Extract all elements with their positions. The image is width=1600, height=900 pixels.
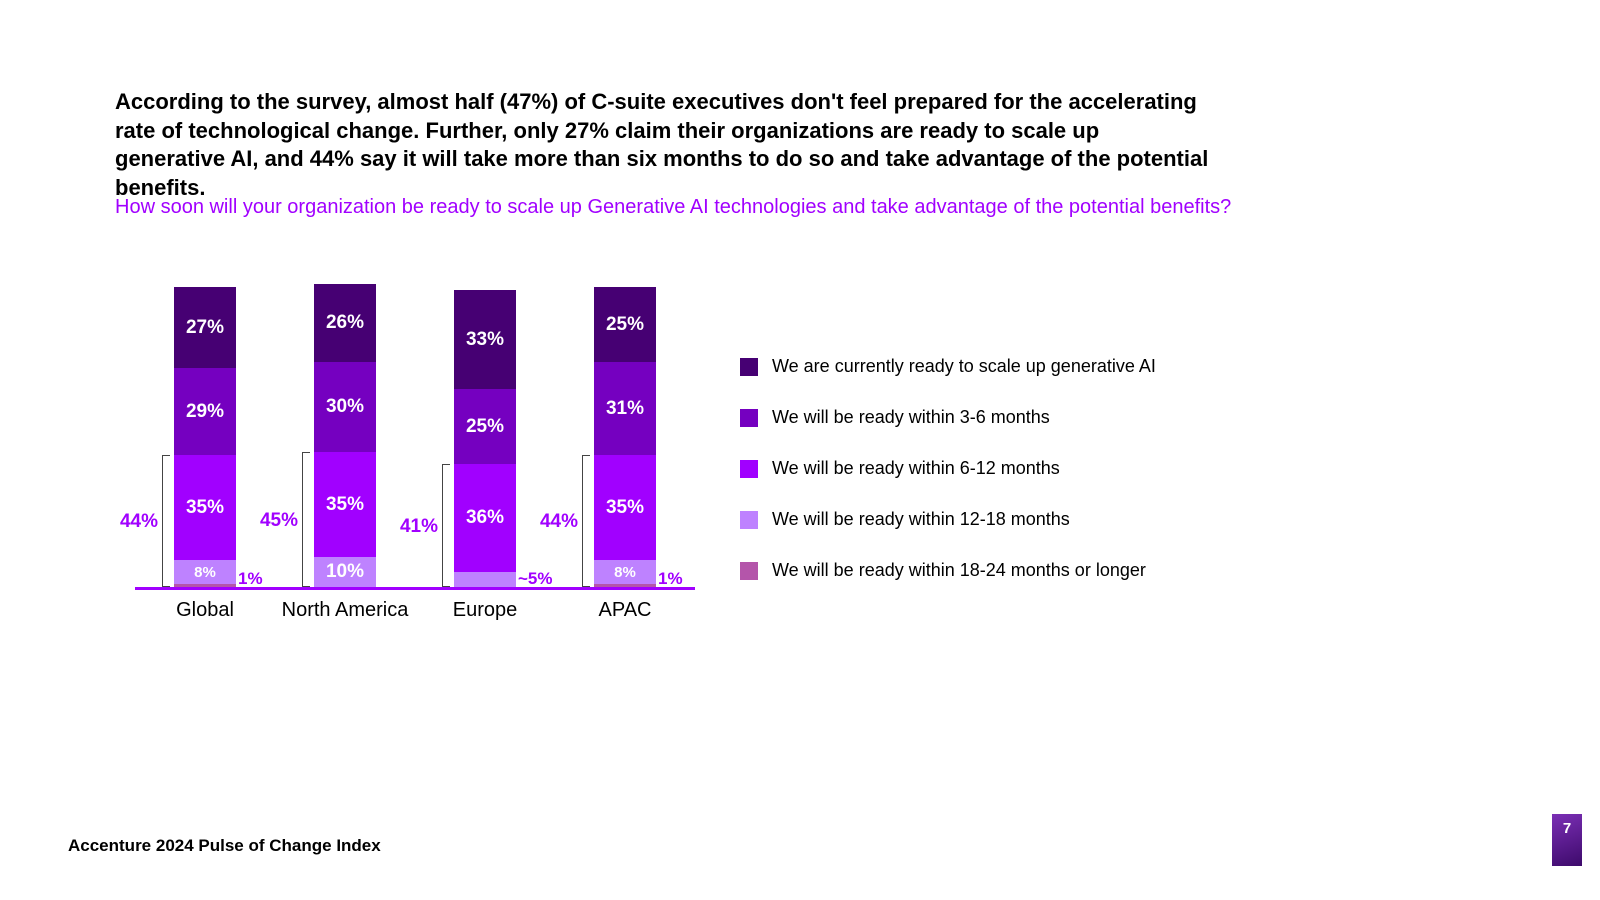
segment-side-label: 1% [658, 569, 683, 589]
segment-value: 29% [186, 401, 224, 423]
bar-segment: 35% [314, 452, 376, 557]
segment-value: 36% [466, 507, 504, 529]
segment-value: 35% [606, 497, 644, 519]
legend-item: We will be ready within 3-6 months [740, 407, 1260, 428]
category-label: North America [265, 599, 425, 622]
bracket-icon [582, 455, 590, 587]
category-label: Global [125, 599, 285, 622]
bar-segment: 35% [594, 455, 656, 560]
stacked-bar-chart: 8% 35% 29% 27% 1% 44% Global 10% 35% 30% 26% 45% Nor… [115, 270, 715, 630]
category-label: Europe [405, 599, 565, 622]
bar-segment: 8% [174, 560, 236, 584]
segment-side-label: ~5% [518, 569, 553, 589]
legend-label: We will be ready within 18-24 months or … [772, 560, 1146, 581]
legend-swatch [740, 358, 758, 376]
segment-side-label: 1% [238, 569, 263, 589]
stacked-bar: 10%35%30%26%45% [314, 284, 376, 587]
chart-legend: We are currently ready to scale up gener… [740, 356, 1260, 581]
footer-source: Accenture 2024 Pulse of Change Index [68, 836, 381, 856]
stacked-bar: 8%35%29%27%1%44% [174, 287, 236, 587]
slide: According to the survey, almost half (47… [0, 0, 1600, 900]
legend-item: We will be ready within 6-12 months [740, 458, 1260, 479]
legend-item: We will be ready within 12-18 months [740, 509, 1260, 530]
legend-label: We will be ready within 12-18 months [772, 509, 1070, 530]
segment-value: 35% [326, 494, 364, 516]
bar-segment: 25% [454, 389, 516, 464]
segment-value: 26% [326, 312, 364, 334]
segment-value: 27% [186, 317, 224, 339]
bracket-sum-label: 45% [252, 510, 298, 532]
bracket-icon [162, 455, 170, 587]
chart-x-axis [135, 587, 695, 590]
legend-label: We are currently ready to scale up gener… [772, 356, 1156, 377]
bracket-sum-label: 44% [532, 511, 578, 533]
bar-segment: 29% [174, 368, 236, 455]
segment-value: 33% [466, 329, 504, 351]
bar-segment: 36% [454, 464, 516, 572]
bar-segment: 10% [314, 557, 376, 587]
legend-item: We will be ready within 18-24 months or … [740, 560, 1260, 581]
segment-value: 31% [606, 398, 644, 420]
legend-label: We will be ready within 3-6 months [772, 407, 1050, 428]
bar-group: 8%35%29%27%1%44%Global [140, 287, 270, 587]
legend-swatch [740, 460, 758, 478]
bar-segment: 8% [594, 560, 656, 584]
segment-value: 35% [186, 497, 224, 519]
bar-group: 8%35%31%25%1%44%APAC [560, 287, 690, 587]
segment-value: 10% [326, 561, 364, 583]
bracket-icon [442, 464, 450, 587]
bar-segment: 25% [594, 287, 656, 362]
segment-value: 25% [466, 416, 504, 438]
segment-value: 8% [194, 564, 216, 581]
legend-swatch [740, 511, 758, 529]
bar-segment: 27% [174, 287, 236, 368]
segment-value: 25% [606, 314, 644, 336]
segment-value: 8% [614, 564, 636, 581]
bracket-sum-label: 41% [392, 516, 438, 538]
bar-segment: 31% [594, 362, 656, 455]
legend-swatch [740, 409, 758, 427]
chart-bars-container: 8%35%29%27%1%44%Global10%35%30%26%45%Nor… [135, 277, 695, 587]
bracket-sum-label: 44% [112, 511, 158, 533]
bar-segment: 35% [174, 455, 236, 560]
segment-value: 30% [326, 396, 364, 418]
legend-item: We are currently ready to scale up gener… [740, 356, 1260, 377]
bar-segment: 30% [314, 362, 376, 452]
bar-group: 36%25%33%~5%41%Europe [420, 290, 550, 587]
bracket-icon [302, 452, 310, 587]
intro-paragraph: According to the survey, almost half (47… [115, 88, 1215, 202]
stacked-bar: 36%25%33%~5%41% [454, 290, 516, 587]
bar-segment: 33% [454, 290, 516, 389]
legend-swatch [740, 562, 758, 580]
bar-segment: 26% [314, 284, 376, 362]
category-label: APAC [545, 599, 705, 622]
survey-question: How soon will your organization be ready… [115, 196, 1315, 219]
page-number-tab: 7 [1552, 814, 1582, 866]
legend-label: We will be ready within 6-12 months [772, 458, 1060, 479]
page-number: 7 [1563, 820, 1571, 837]
bar-segment [454, 572, 516, 587]
stacked-bar: 8%35%31%25%1%44% [594, 287, 656, 587]
bar-group: 10%35%30%26%45%North America [280, 284, 410, 587]
